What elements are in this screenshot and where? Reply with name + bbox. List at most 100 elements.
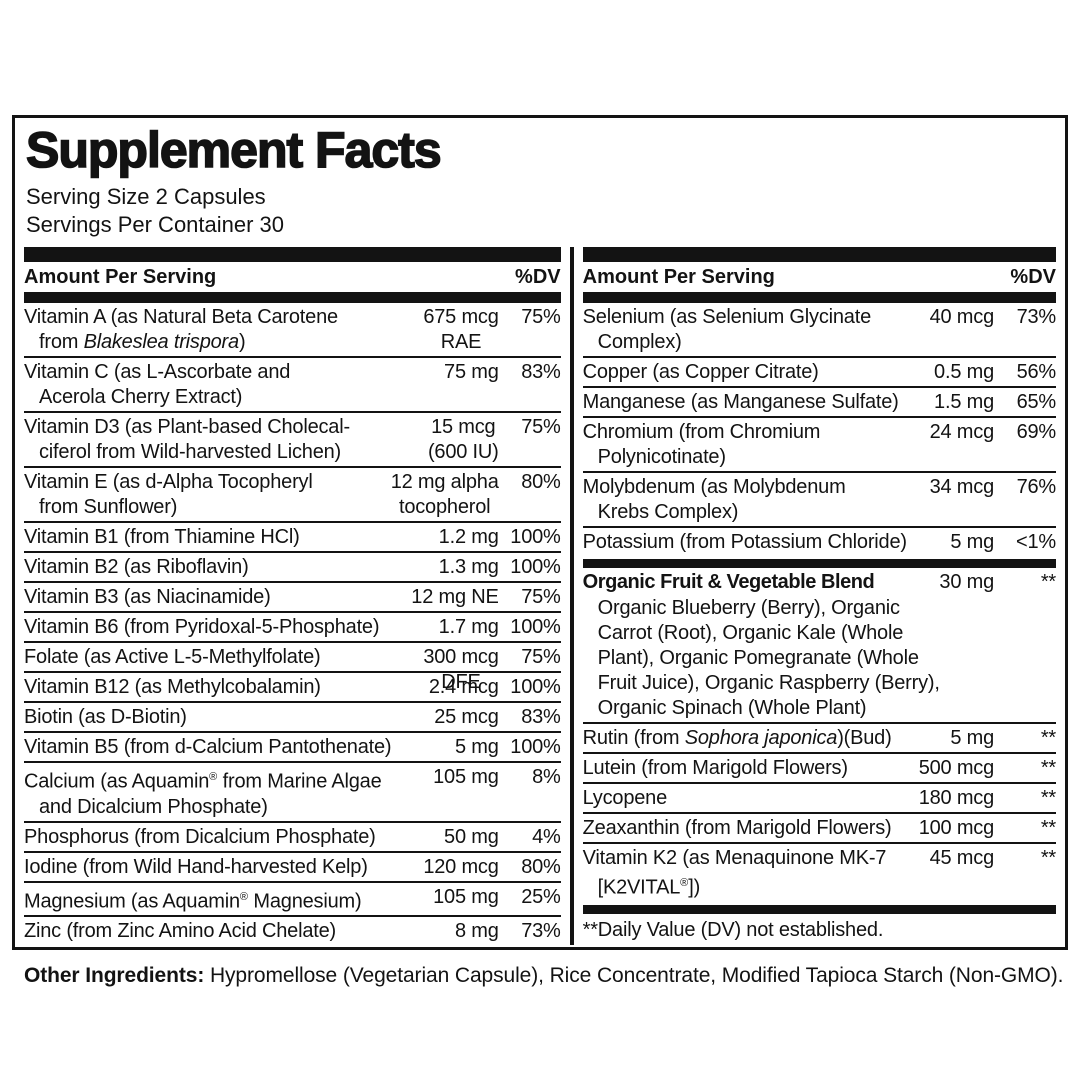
nutrient-amount: 40 mcg [929, 306, 995, 328]
nutrient-name: Vitamin K2 (as Menaquinone MK-7 [K2VITAL®… [582, 847, 887, 899]
nutrient-dv: 65% [1016, 391, 1057, 413]
header-bar [24, 292, 561, 303]
nutrient-name: Copper (as Copper Citrate) [582, 361, 819, 383]
table-row: Rutin (from Sophora japonica)(Bud) 5 mg ** [582, 722, 1056, 752]
table-row: Zeaxanthin (from Marigold Flowers) 100 mc… [582, 812, 1056, 842]
nutrient-dv: 69% [1016, 421, 1057, 443]
nutrient-amount: 5 mg [950, 727, 994, 749]
nutrient-name: Vitamin A (as Natural Beta Carotene from … [24, 306, 338, 353]
nutrient-amount: 45 mcg [929, 847, 995, 869]
nutrient-name: Magnesium (as Aquamin® Magnesium) [24, 890, 362, 913]
dv-column-label: %DV [515, 266, 561, 288]
blend-ingredient-list: Organic Blueberry (Berry), Organic Carrot… [597, 597, 940, 719]
dv-footnote: **Daily Value (DV) not established. [582, 918, 884, 941]
table-row: Chromium (from Chromium Polynicotinate) 24… [582, 416, 1057, 471]
nutrient-dv: ** [1040, 787, 1056, 809]
column-header: Amount Per Serving %DV [24, 262, 561, 292]
nutrient-name: Rutin (from Sophora japonica)(Bud) [582, 727, 892, 749]
header-bar [582, 292, 1056, 303]
nutrient-name: Potassium (from Potassium Chloride) [582, 531, 907, 553]
table-row: Vitamin E (as d-Alpha Tocopheryl from Sun… [24, 466, 561, 521]
nutrient-name: Organic Fruit & Vegetable Blend [582, 571, 875, 593]
nutrient-amount: 105 mg [433, 885, 499, 908]
table-row: Vitamin B1 (from Thiamine HCl) 1.2 mg 100% [24, 521, 561, 551]
table-row: Calcium (as Aquamin® from Marine Algae an… [24, 761, 561, 821]
nutrient-dv: 100% [510, 676, 561, 698]
nutrient-amount: 50 mg [444, 825, 499, 848]
nutrient-amount: 500 mcg [918, 757, 995, 779]
header-bar [582, 247, 1056, 262]
table-row: Manganese (as Manganese Sulfate) 1.5 mg 65… [582, 386, 1057, 416]
servings-per-container: Servings Per Container 30 [26, 212, 285, 237]
nutrient-dv: ** [1040, 727, 1056, 749]
table-row: Vitamin B12 (as Methylcobalamin) 2.4 mcg 1… [24, 671, 561, 701]
nutrient-dv: 75% [521, 646, 561, 668]
table-row: Vitamin B5 (from d-Calcium Pantothenate)… [24, 731, 561, 761]
nutrient-name: Chromium (from Chromium Polynicotinate) [582, 421, 821, 468]
table-row: Magnesium (as Aquamin® Magnesium) 105 mg 2… [24, 880, 561, 916]
nutrient-dv: 56% [1016, 361, 1057, 383]
nutrient-name: Vitamin B5 (from d-Calcium Pantothenate) [24, 736, 392, 758]
nutrient-dv: 75% [521, 416, 561, 438]
table-row: Phosphorus (from Dicalcium Phosphate) 50 … [24, 820, 561, 851]
nutrient-name: Vitamin B1 (from Thiamine HCl) [24, 526, 300, 548]
nutrient-dv: 75% [521, 586, 561, 608]
table-row: Iodine (from Wild Hand-harvested Kelp) 12… [24, 850, 561, 881]
nutrient-amount: 34 mcg [929, 476, 995, 498]
nutrient-amount: 1.7 mg [438, 616, 499, 638]
nutrient-amount: 100 mcg [918, 817, 995, 839]
table-row: Vitamin B2 (as Riboflavin) 1.3 mg 100% [24, 551, 561, 581]
nutrient-name: Calcium (as Aquamin® from Marine Algae an… [24, 770, 382, 818]
nutrient-dv: 83% [521, 361, 561, 383]
amount-per-serving-label: Amount Per Serving [24, 266, 217, 288]
nutrient-name: Folate (as Active L-5-Methylfolate) [24, 646, 321, 668]
nutrient-dv: 83% [521, 706, 561, 728]
nutrient-amount: 8 mg [454, 920, 499, 943]
nutrient-dv: 25% [521, 885, 561, 908]
nutrient-dv: ** [1040, 847, 1056, 869]
column-divider [569, 247, 574, 946]
nutrient-amount: 1.5 mg [934, 391, 994, 413]
facts-columns: Amount Per Serving %DV Vitamin A (as Natur… [24, 247, 1057, 946]
other-ingredients-text: Hypromellose (Vegetarian Capsule), Rice … [204, 964, 1064, 987]
nutrient-name: Vitamin B6 (from Pyridoxal-5-Phosphate) [24, 616, 380, 638]
nutrient-name: Iodine (from Wild Hand-harvested Kelp) [24, 855, 368, 878]
nutrient-amount: 5 mg [950, 531, 994, 553]
nutrient-name: Phosphorus (from Dicalcium Phosphate) [24, 825, 376, 848]
nutrient-amount: 120 mcg [423, 855, 499, 878]
nutrient-amount: 15 mcg (600 IU) [427, 416, 499, 463]
table-row: Vitamin K2 (as Menaquinone MK-7 [K2VITAL®… [582, 842, 1056, 902]
nutrient-dv: 4% [532, 825, 561, 848]
table-row: Folate (as Active L-5-Methylfolate) 300 m… [24, 641, 561, 693]
table-row: Organic Fruit & Vegetable Blend 30 mg ** Or… [582, 568, 1057, 722]
nutrient-name: Manganese (as Manganese Sulfate) [582, 391, 899, 413]
nutrient-name: Zeaxanthin (from Marigold Flowers) [582, 817, 892, 839]
nutrient-dv: 75% [521, 306, 561, 328]
nutrient-amount: 25 mcg [434, 706, 499, 728]
table-row: Copper (as Copper Citrate) 0.5 mg 56% [582, 356, 1057, 386]
nutrient-dv: ** [1040, 571, 1056, 593]
nutrient-name: Zinc (from Zinc Amino Acid Chelate) [24, 920, 336, 943]
facts-column-left: Amount Per Serving %DV Vitamin A (as Natur… [24, 247, 561, 945]
nutrient-amount: 24 mcg [929, 421, 995, 443]
nutrient-dv: <1% [1016, 531, 1056, 553]
nutrient-name: Lutein (from Marigold Flowers) [582, 757, 848, 779]
nutrient-amount: 5 mg [454, 736, 499, 758]
nutrient-dv: 73% [521, 920, 561, 943]
table-row: Vitamin A (as Natural Beta Carotene from … [24, 303, 561, 356]
facts-column-right: Amount Per Serving %DV Selenium (as Seleni… [582, 247, 1057, 945]
supplement-facts-panel: Supplement Facts Serving Size 2 Capsules… [12, 115, 1068, 951]
nutrient-name: Vitamin B3 (as Niacinamide) [24, 586, 271, 608]
nutrient-amount: 75 mg [444, 361, 499, 383]
nutrient-name: Vitamin E (as d-Alpha Tocopheryl from Sun… [24, 471, 313, 518]
nutrient-amount: 180 mcg [918, 787, 995, 809]
table-row: Vitamin C (as L-Ascorbate and Acerola Che… [24, 356, 561, 411]
table-row: Zinc (from Zinc Amino Acid Chelate) 8 mg 7… [24, 915, 561, 945]
table-row: Lutein (from Marigold Flowers) 500 mcg ** [582, 752, 1056, 782]
nutrient-dv: 8% [532, 766, 561, 788]
table-row: Molybdenum (as Molybdenum Krebs Complex) 3… [582, 471, 1056, 526]
table-row: Selenium (as Selenium Glycinate Complex) 4… [583, 303, 1057, 356]
nutrient-name: Vitamin C (as L-Ascorbate and Acerola Che… [24, 361, 291, 408]
nutrient-name: Vitamin B2 (as Riboflavin) [24, 556, 249, 578]
